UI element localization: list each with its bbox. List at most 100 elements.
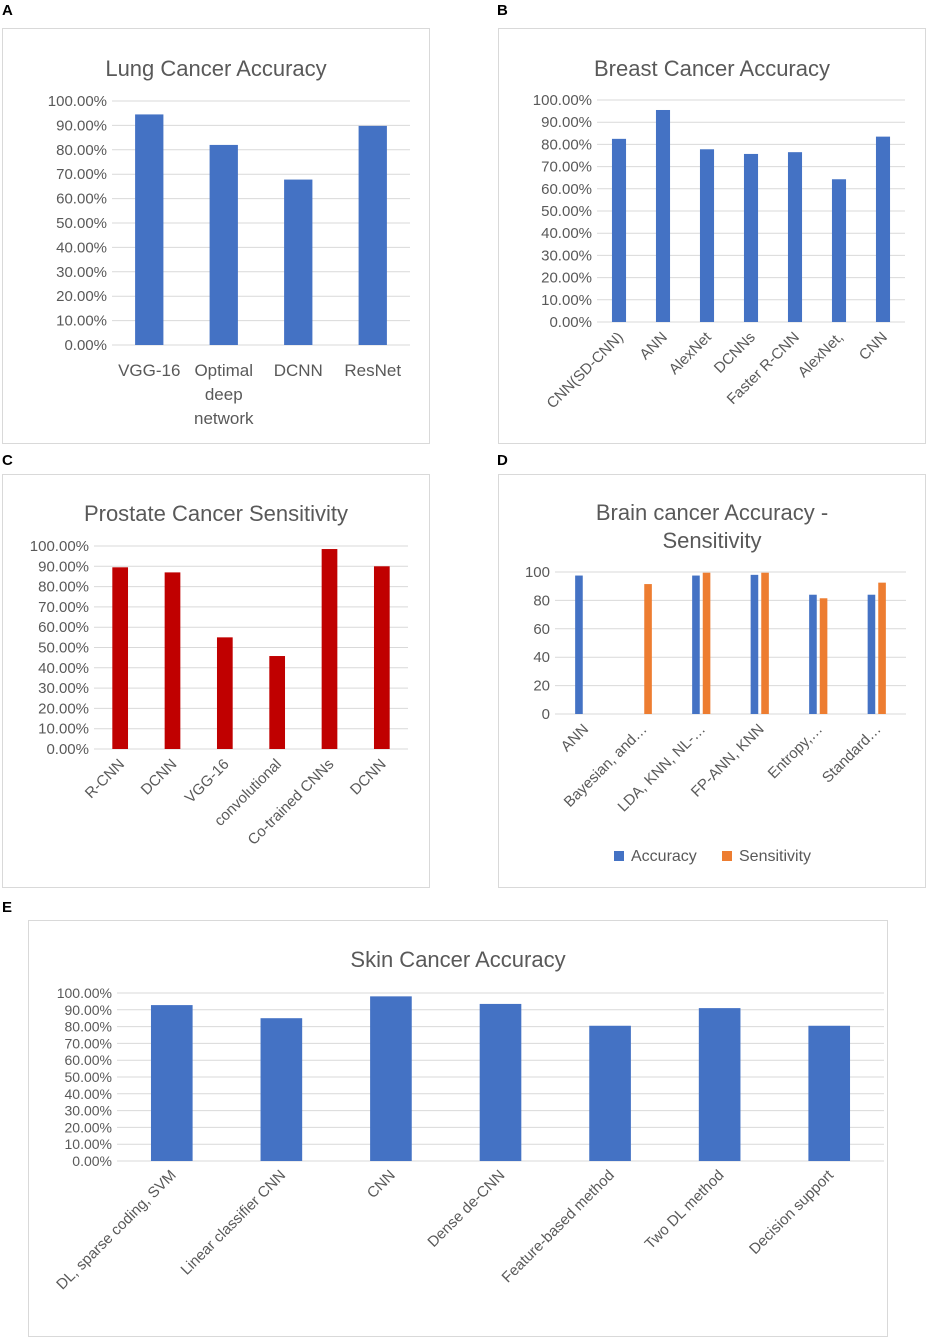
chart-a-y-tick: 10.00% xyxy=(56,313,107,330)
chart-b-y-tick: 50.00% xyxy=(541,203,592,220)
chart-b-bar-accuracy xyxy=(875,136,891,322)
chart-a-y-tick: 50.00% xyxy=(56,215,107,232)
chart-e-bar-accuracy xyxy=(698,1008,741,1161)
panel-letter-a: A xyxy=(2,2,13,19)
chart-b-x-label: CNN(SD-CNN) xyxy=(544,329,627,412)
chart-e-bar-accuracy xyxy=(808,1025,851,1161)
chart-a-x-label: deep xyxy=(205,385,243,404)
chart-e-y-tick: 20.00% xyxy=(65,1119,112,1135)
chart-d-bar-sensitivity xyxy=(878,582,886,714)
chart-a-bar-accuracy xyxy=(358,125,387,345)
chart-c-y-tick: 40.00% xyxy=(38,660,89,677)
chart-d-bar-sensitivity xyxy=(761,572,769,714)
chart-c-y-tick: 100.00% xyxy=(30,538,89,555)
brain-cancer-chart xyxy=(498,474,926,888)
chart-d-y-tick: 20 xyxy=(533,678,550,695)
chart-c-x-label: VGG-16 xyxy=(182,756,233,807)
chart-b-x-label: ANN xyxy=(636,329,670,363)
panel-letter-e: E xyxy=(2,899,13,916)
chart-d-y-tick: 60 xyxy=(533,621,550,638)
chart-e-bar-accuracy xyxy=(589,1025,631,1161)
panel-letter-b: B xyxy=(497,2,508,19)
chart-e-y-tick: 50.00% xyxy=(65,1069,112,1085)
chart-d-bar-sensitivity xyxy=(702,572,711,714)
chart-b-y-tick: 40.00% xyxy=(541,225,592,242)
chart-c-bar-sensitivity xyxy=(321,549,338,749)
panel-letter-d: D xyxy=(497,452,508,469)
chart-e-y-tick: 90.00% xyxy=(65,1002,112,1018)
chart-a-y-tick: 30.00% xyxy=(56,264,107,281)
chart-a-y-tick: 60.00% xyxy=(56,191,107,208)
chart-e-x-label: Feature-based method xyxy=(499,1167,618,1286)
chart-c-bar-sensitivity xyxy=(164,572,181,749)
chart-d-x-label: ANN xyxy=(558,721,592,755)
chart-b-bar-accuracy xyxy=(611,138,627,322)
chart-c-y-tick: 20.00% xyxy=(38,700,89,717)
chart-e-x-label: Linear classifier CNN xyxy=(178,1167,290,1279)
chart-e-bar-accuracy xyxy=(150,1005,193,1161)
chart-a-x-label: network xyxy=(194,409,254,428)
chart-d-y-tick: 100 xyxy=(525,564,550,581)
chart-a-x-label: VGG-16 xyxy=(118,361,180,380)
chart-b-bar-accuracy xyxy=(743,153,759,322)
chart-b-y-tick: 20.00% xyxy=(541,270,592,287)
chart-e-x-label: CNN xyxy=(364,1167,399,1202)
chart-c-x-label: R-CNN xyxy=(82,756,128,802)
chart-b-bar-accuracy xyxy=(655,109,671,323)
chart-c-bar-sensitivity xyxy=(373,566,390,749)
chart-d-bar-accuracy xyxy=(575,575,583,714)
chart-a-x-label: ResNet xyxy=(344,361,401,380)
chart-c-y-tick: 0.00% xyxy=(46,741,89,758)
chart-b-y-tick: 60.00% xyxy=(541,181,592,198)
chart-d-y-tick: 0 xyxy=(542,706,550,723)
chart-e-y-tick: 100.00% xyxy=(57,985,112,1001)
chart-e-x-label: Two DL method xyxy=(642,1167,728,1253)
chart-b-x-label: AlexNet, xyxy=(795,329,847,381)
chart-c-x-label: DCNN xyxy=(347,756,390,799)
chart-b-bar-accuracy xyxy=(699,149,715,322)
chart-a-y-tick: 0.00% xyxy=(64,337,107,354)
chart-c-y-tick: 70.00% xyxy=(38,599,89,616)
chart-c-bar-sensitivity xyxy=(269,656,286,749)
chart-d-legend-label-accuracy: Accuracy xyxy=(631,848,697,865)
chart-b-y-tick: 100.00% xyxy=(533,92,592,109)
chart-d-title: Brain cancer Accuracy - xyxy=(596,500,828,525)
chart-e-y-tick: 80.00% xyxy=(65,1019,112,1035)
chart-d-x-label: Standard… xyxy=(819,721,885,787)
chart-d-legend-swatch-accuracy xyxy=(614,851,624,861)
chart-b-y-tick: 80.00% xyxy=(541,136,592,153)
chart-a-y-tick: 20.00% xyxy=(56,288,107,305)
chart-e-x-label: Dense de-CNN xyxy=(424,1167,508,1251)
chart-e-y-tick: 10.00% xyxy=(65,1136,112,1152)
chart-a-y-tick: 80.00% xyxy=(56,142,107,159)
chart-c-title: Prostate Cancer Sensitivity xyxy=(84,501,348,526)
chart-e-x-label: Decision support xyxy=(746,1166,838,1258)
chart-e-y-tick: 30.00% xyxy=(65,1103,112,1119)
prostate-cancer-chart xyxy=(2,474,430,888)
chart-d-bar-sensitivity xyxy=(644,584,652,714)
chart-b-y-tick: 0.00% xyxy=(549,314,592,331)
chart-e-y-tick: 60.00% xyxy=(65,1052,112,1068)
chart-b-y-tick: 90.00% xyxy=(541,114,592,131)
chart-d-legend-swatch-sensitivity xyxy=(722,851,732,861)
chart-c-y-tick: 80.00% xyxy=(38,579,89,596)
chart-c-y-tick: 90.00% xyxy=(38,558,89,575)
chart-d-bar-accuracy xyxy=(692,575,700,714)
chart-b-title: Breast Cancer Accuracy xyxy=(594,56,830,81)
chart-c-y-tick: 50.00% xyxy=(38,640,89,657)
chart-a-y-tick: 100.00% xyxy=(48,93,107,110)
chart-e-x-label: DL, sparse coding, SVM xyxy=(53,1167,179,1293)
chart-d-y-tick: 40 xyxy=(533,649,550,666)
chart-d-bar-accuracy xyxy=(867,594,876,714)
chart-d-bar-accuracy xyxy=(809,594,817,714)
chart-b-x-label: CNN xyxy=(856,329,891,364)
chart-a-y-tick: 70.00% xyxy=(56,166,107,183)
chart-c-y-tick: 30.00% xyxy=(38,680,89,697)
chart-c-x-label: DCNN xyxy=(138,756,181,799)
chart-a-y-tick: 40.00% xyxy=(56,239,107,256)
chart-e-y-tick: 40.00% xyxy=(65,1086,112,1102)
chart-a-y-tick: 90.00% xyxy=(56,117,107,134)
chart-a-bar-accuracy xyxy=(209,144,238,345)
chart-e-bar-accuracy xyxy=(370,996,412,1161)
